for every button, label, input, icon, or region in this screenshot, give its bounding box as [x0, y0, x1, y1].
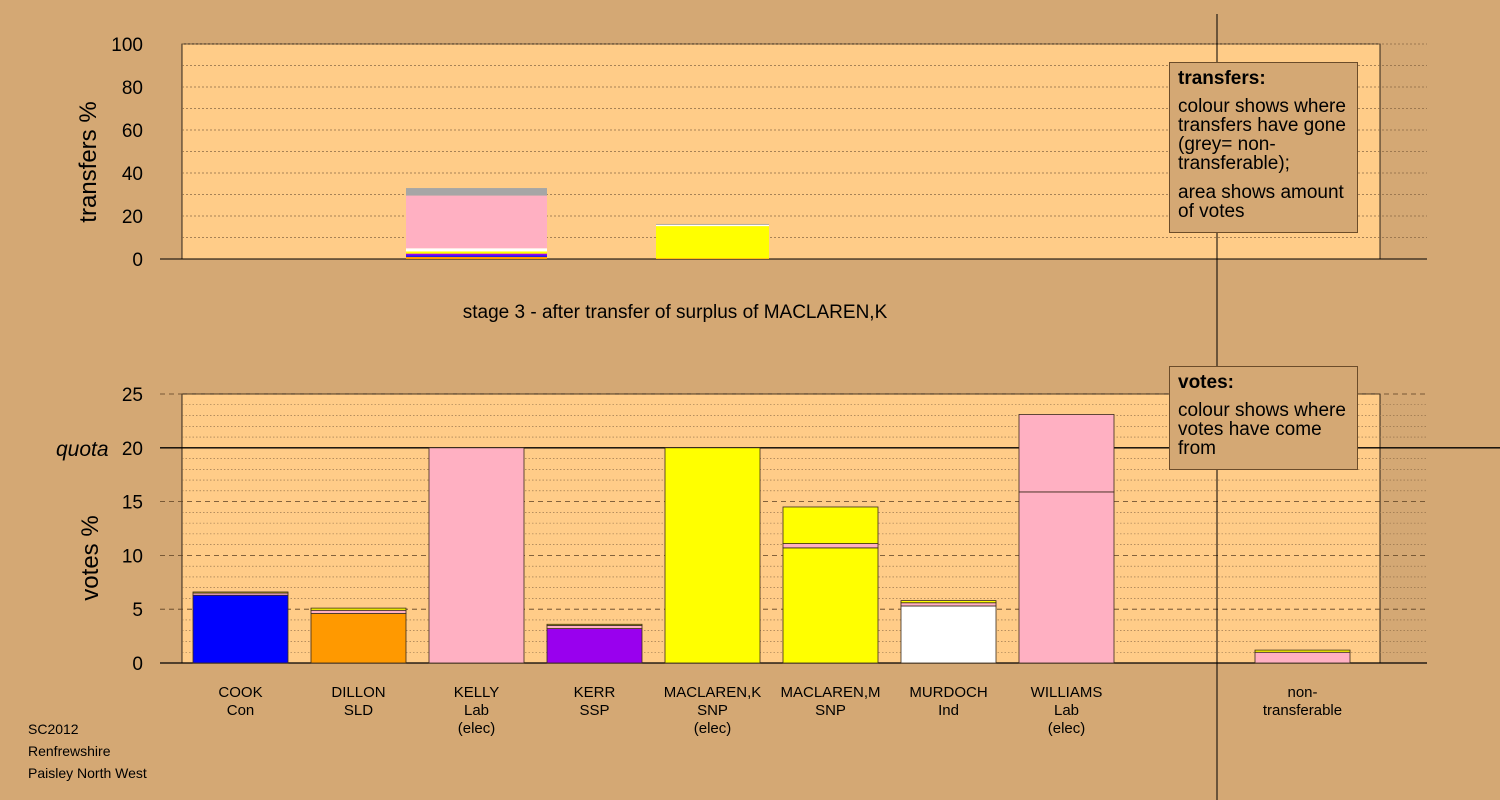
- vote-segment: [1254, 651, 1351, 664]
- transfer-segment: [406, 248, 547, 252]
- footer: SC2012 Renfrewshire Paisley North West: [28, 718, 147, 784]
- vote-segment: [192, 591, 289, 594]
- vote-segment: [310, 607, 407, 611]
- category-label: SNP: [815, 702, 846, 719]
- transfers-y-tick-label: 20: [122, 207, 143, 228]
- category-label: SSP: [579, 702, 609, 719]
- votes-y-tick-label: 25: [122, 385, 143, 406]
- category-label: (elec): [458, 720, 496, 737]
- vote-segment: [782, 543, 879, 549]
- category-label: non-: [1287, 684, 1317, 701]
- transfer-segment: [406, 195, 547, 249]
- category-label: (elec): [694, 720, 732, 737]
- transfers-legend: transfers: colour shows where transfers …: [1169, 62, 1358, 233]
- transfer-segment: [656, 223, 769, 225]
- category-label: MACLAREN,M: [780, 684, 880, 701]
- transfer-segment: [406, 251, 547, 254]
- quota-label: quota: [56, 438, 109, 461]
- category-label: SNP: [697, 702, 728, 719]
- vote-segment: [900, 600, 997, 604]
- footer-ward: Paisley North West: [28, 765, 147, 781]
- votes-y-tick-label: 0: [132, 654, 143, 675]
- category-label: WILLIAMS: [1031, 684, 1103, 701]
- category-label: Lab: [1054, 702, 1079, 719]
- category-label: (elec): [1048, 720, 1086, 737]
- votes-y-tick-label: 5: [132, 600, 143, 621]
- category-label: Ind: [938, 702, 959, 719]
- votes-legend: votes: colour shows where votes have com…: [1169, 366, 1358, 470]
- votes-y-tick-label: 20: [122, 439, 143, 460]
- vote-segment: [428, 447, 525, 664]
- footer-election: SC2012: [28, 721, 79, 737]
- transfers-legend-text: area shows amount of votes: [1178, 182, 1344, 222]
- vote-segment: [1018, 414, 1115, 493]
- vote-segment: [546, 623, 643, 626]
- votes-y-ticks: 0 5 10 15 20 25: [122, 385, 143, 675]
- transfers-y-tick-label: 60: [122, 121, 143, 142]
- votes-category-labels: COOKConDILLONSLDKELLYLab(elec)KERRSSPMAC…: [218, 684, 1342, 737]
- category-label: DILLON: [331, 684, 385, 701]
- transfer-segment: [406, 255, 547, 257]
- transfers-bars: [406, 188, 769, 259]
- category-label: KELLY: [454, 684, 500, 701]
- vote-segment: [1254, 649, 1351, 653]
- vote-segment: [900, 602, 997, 607]
- votes-y-tick-label: 15: [122, 493, 143, 514]
- transfer-segment: [406, 188, 547, 196]
- transfers-legend-text: colour shows where transfers have gone (…: [1178, 96, 1346, 174]
- vote-segment: [546, 624, 643, 629]
- category-label: MURDOCH: [909, 684, 987, 701]
- transfers-y-tick-label: 100: [111, 35, 143, 56]
- vote-segment: [310, 609, 407, 614]
- category-label: Lab: [464, 702, 489, 719]
- transfers-y-tick-label: 80: [122, 78, 143, 99]
- votes-y-tick-label: 10: [122, 546, 143, 567]
- transfers-y-tick-label: 0: [132, 250, 143, 271]
- transfer-segment: [656, 226, 769, 259]
- footer-council: Renfrewshire: [28, 743, 111, 759]
- vote-segment: [546, 628, 643, 664]
- stage-title: stage 3 - after transfer of surplus of M…: [463, 302, 888, 323]
- category-label: transferable: [1263, 702, 1342, 719]
- vote-segment: [900, 605, 997, 664]
- transfers-y-ticks: 0 20 40 60 80 100: [111, 35, 143, 271]
- votes-y-axis-label: votes %: [77, 515, 104, 600]
- transfers-y-axis-label: transfers %: [75, 101, 102, 222]
- transfers-y-tick-label: 40: [122, 164, 143, 185]
- transfer-segment: [406, 253, 547, 256]
- vote-segment: [1018, 491, 1115, 664]
- vote-segment: [310, 613, 407, 664]
- transfer-segment: [656, 224, 769, 227]
- transfers-legend-title: transfers:: [1178, 68, 1266, 89]
- category-label: MACLAREN,K: [664, 684, 762, 701]
- votes-legend-title: votes:: [1178, 372, 1234, 393]
- transfer-segment: [656, 258, 769, 259]
- category-label: SLD: [344, 702, 373, 719]
- vote-segment: [782, 547, 879, 664]
- vote-segment: [192, 594, 289, 664]
- category-label: Con: [227, 702, 255, 719]
- votes-bars: [192, 414, 1351, 664]
- transfer-segment: [406, 256, 547, 259]
- vote-segment: [782, 506, 879, 544]
- category-label: COOK: [218, 684, 262, 701]
- vote-segment: [664, 447, 761, 664]
- votes-legend-text: colour shows where votes have come from: [1178, 400, 1346, 459]
- category-label: KERR: [574, 684, 616, 701]
